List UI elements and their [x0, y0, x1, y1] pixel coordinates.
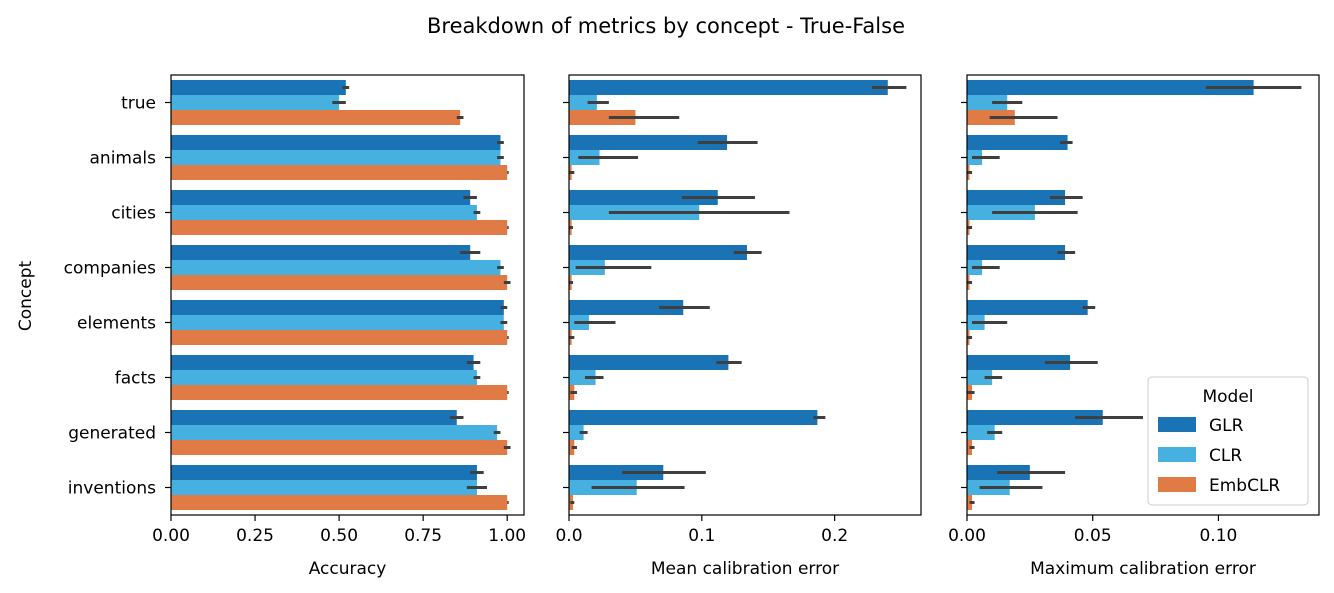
bar-clr-generated	[569, 425, 584, 440]
bar-glr-cities	[171, 190, 471, 205]
bar-embclr-companies	[171, 275, 508, 290]
bar-glr-true	[171, 80, 346, 95]
legend-label-embclr: EmbCLR	[1209, 476, 1280, 496]
bar-glr-facts	[967, 355, 1071, 370]
bar-clr-true	[569, 95, 597, 110]
x-tick-label: 0.00	[948, 526, 986, 546]
panel-2: 0.0 0.1 0.2 Mean calibration error	[555, 74, 922, 579]
panel-3: 0.00 0.05 0.10 Maximum calibration error	[948, 74, 1320, 579]
bar-embclr-elements	[171, 330, 508, 345]
panel-1: 0.00 0.25 0.50 0.75 1.00 Accuracy true animals c…	[64, 74, 526, 579]
y-tick-label: cities	[111, 204, 156, 224]
bar-embclr-generated	[171, 440, 508, 455]
y-tick-label: true	[121, 94, 156, 114]
axes-frame	[170, 74, 525, 516]
bar-clr-generated	[171, 425, 498, 440]
bar-embclr-cities	[171, 220, 508, 235]
x-tick-label: 0.10	[1199, 526, 1237, 546]
bar-embclr-true	[171, 110, 461, 125]
x-axis-label: Maximum calibration error	[1030, 559, 1256, 579]
bar-clr-facts	[967, 370, 993, 385]
bar-clr-facts	[569, 370, 596, 385]
bar-glr-inventions	[171, 465, 477, 480]
bar-glr-elements	[967, 300, 1088, 315]
x-tick-label: 0.05	[1074, 526, 1112, 546]
bar-glr-animals	[569, 135, 728, 150]
bar-clr-companies	[171, 260, 501, 275]
x-tick-label: 0.1	[688, 526, 715, 546]
bar-glr-companies	[967, 245, 1066, 260]
legend-swatch-glr	[1158, 417, 1196, 432]
bar-glr-true	[569, 80, 888, 95]
y-axis-label: Concept	[16, 261, 36, 332]
axes-frame	[568, 74, 922, 516]
y-tick-label: companies	[64, 259, 156, 279]
bar-glr-generated	[171, 410, 457, 425]
panels: 0.00 0.25 0.50 0.75 1.00 Accuracy true animals c…	[64, 74, 1320, 579]
bar-clr-generated	[967, 425, 995, 440]
x-tick-label: 0.00	[152, 526, 190, 546]
legend-swatch-clr	[1158, 447, 1196, 462]
bar-clr-animals	[171, 150, 501, 165]
bar-glr-true	[967, 80, 1254, 95]
bar-clr-inventions	[171, 480, 477, 495]
bar-embclr-inventions	[171, 495, 508, 510]
bar-glr-companies	[569, 245, 747, 260]
bar-glr-elements	[171, 300, 504, 315]
chart-title: Breakdown of metrics by concept - True-F…	[427, 14, 905, 38]
bar-clr-true	[171, 95, 340, 110]
x-axis-label: Mean calibration error	[651, 559, 839, 579]
bar-clr-true	[967, 95, 1008, 110]
bar-clr-facts	[171, 370, 477, 385]
legend-frame	[1147, 376, 1309, 506]
bar-glr-generated	[569, 410, 818, 425]
bar-glr-facts	[569, 355, 729, 370]
legend-title: Model	[1202, 387, 1253, 407]
bar-embclr-animals	[171, 165, 508, 180]
x-tick-label: 0.75	[404, 526, 442, 546]
legend-label-clr: CLR	[1209, 446, 1242, 466]
x-tick-label: 1.00	[488, 526, 526, 546]
bar-embclr-true	[569, 110, 636, 125]
bar-glr-companies	[171, 245, 471, 260]
bar-glr-generated	[967, 410, 1103, 425]
y-tick-label: inventions	[68, 479, 156, 499]
bar-glr-elements	[569, 300, 684, 315]
x-axis-label: Accuracy	[309, 559, 387, 579]
bar-glr-facts	[171, 355, 474, 370]
y-tick-label: facts	[115, 369, 156, 389]
legend: Model GLR CLR EmbCLR	[1147, 376, 1309, 506]
bar-glr-animals	[171, 135, 501, 150]
bar-glr-inventions	[569, 465, 664, 480]
legend-label-glr: GLR	[1209, 416, 1244, 436]
x-tick-label: 0.0	[555, 526, 582, 546]
y-tick-label: generated	[68, 424, 156, 444]
bar-glr-cities	[967, 190, 1066, 205]
x-tick-label: 0.50	[320, 526, 358, 546]
bar-clr-elements	[171, 315, 504, 330]
x-tick-label: 0.2	[821, 526, 848, 546]
legend-swatch-embclr	[1158, 477, 1196, 492]
bar-clr-cities	[171, 205, 477, 220]
x-tick-label: 0.25	[236, 526, 274, 546]
bar-glr-animals	[967, 135, 1068, 150]
y-tick-label: elements	[77, 314, 156, 334]
axes-frame	[966, 74, 1320, 516]
bar-embclr-facts	[171, 385, 508, 400]
y-tick-label: animals	[90, 149, 157, 169]
bar-glr-cities	[569, 190, 718, 205]
